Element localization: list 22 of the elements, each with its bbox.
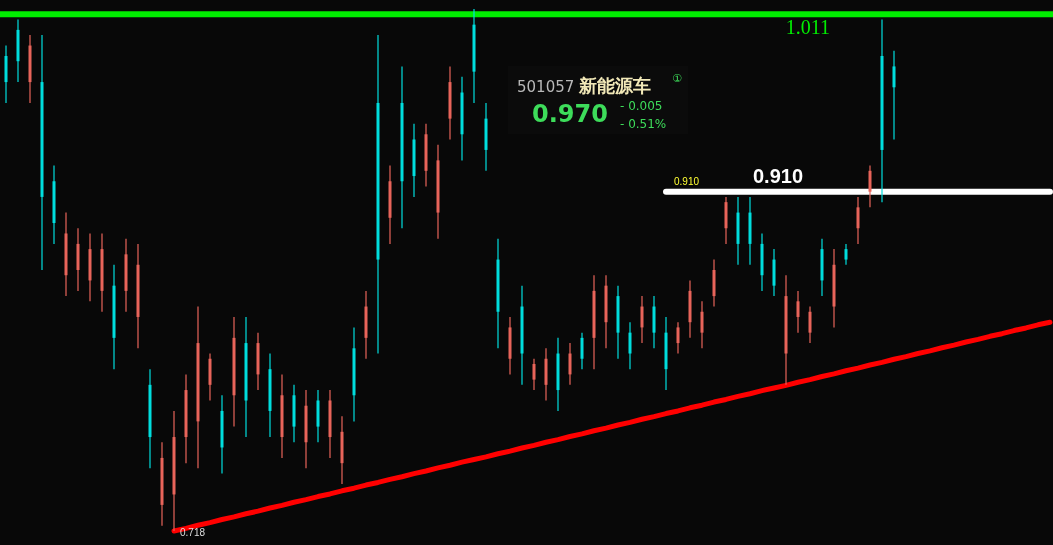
candlestick: [580, 332, 584, 370]
candlestick: [568, 342, 572, 386]
candlestick: [532, 358, 536, 391]
candlestick: [640, 295, 644, 344]
annotation: 0.970: [532, 100, 608, 128]
candlestick: [892, 50, 896, 141]
candlestick: [796, 290, 800, 334]
candlestick: [676, 321, 680, 355]
candlestick: [868, 165, 872, 208]
annotation: 1.011: [785, 16, 831, 39]
annotation: - 0.005: [620, 99, 663, 113]
annotation: 0.910: [674, 175, 700, 187]
annotation: ①: [672, 72, 682, 85]
series-label: 0.910: [752, 164, 804, 187]
candlestick: [808, 305, 812, 344]
annotation: 0.718: [180, 527, 206, 538]
text: 501057 新能源车: [517, 75, 652, 96]
candlestick: [700, 300, 704, 349]
candlestick: [628, 321, 632, 370]
candlestick: [856, 196, 860, 245]
candlestick: [844, 243, 848, 266]
annotation: - 0.51%: [620, 117, 667, 131]
